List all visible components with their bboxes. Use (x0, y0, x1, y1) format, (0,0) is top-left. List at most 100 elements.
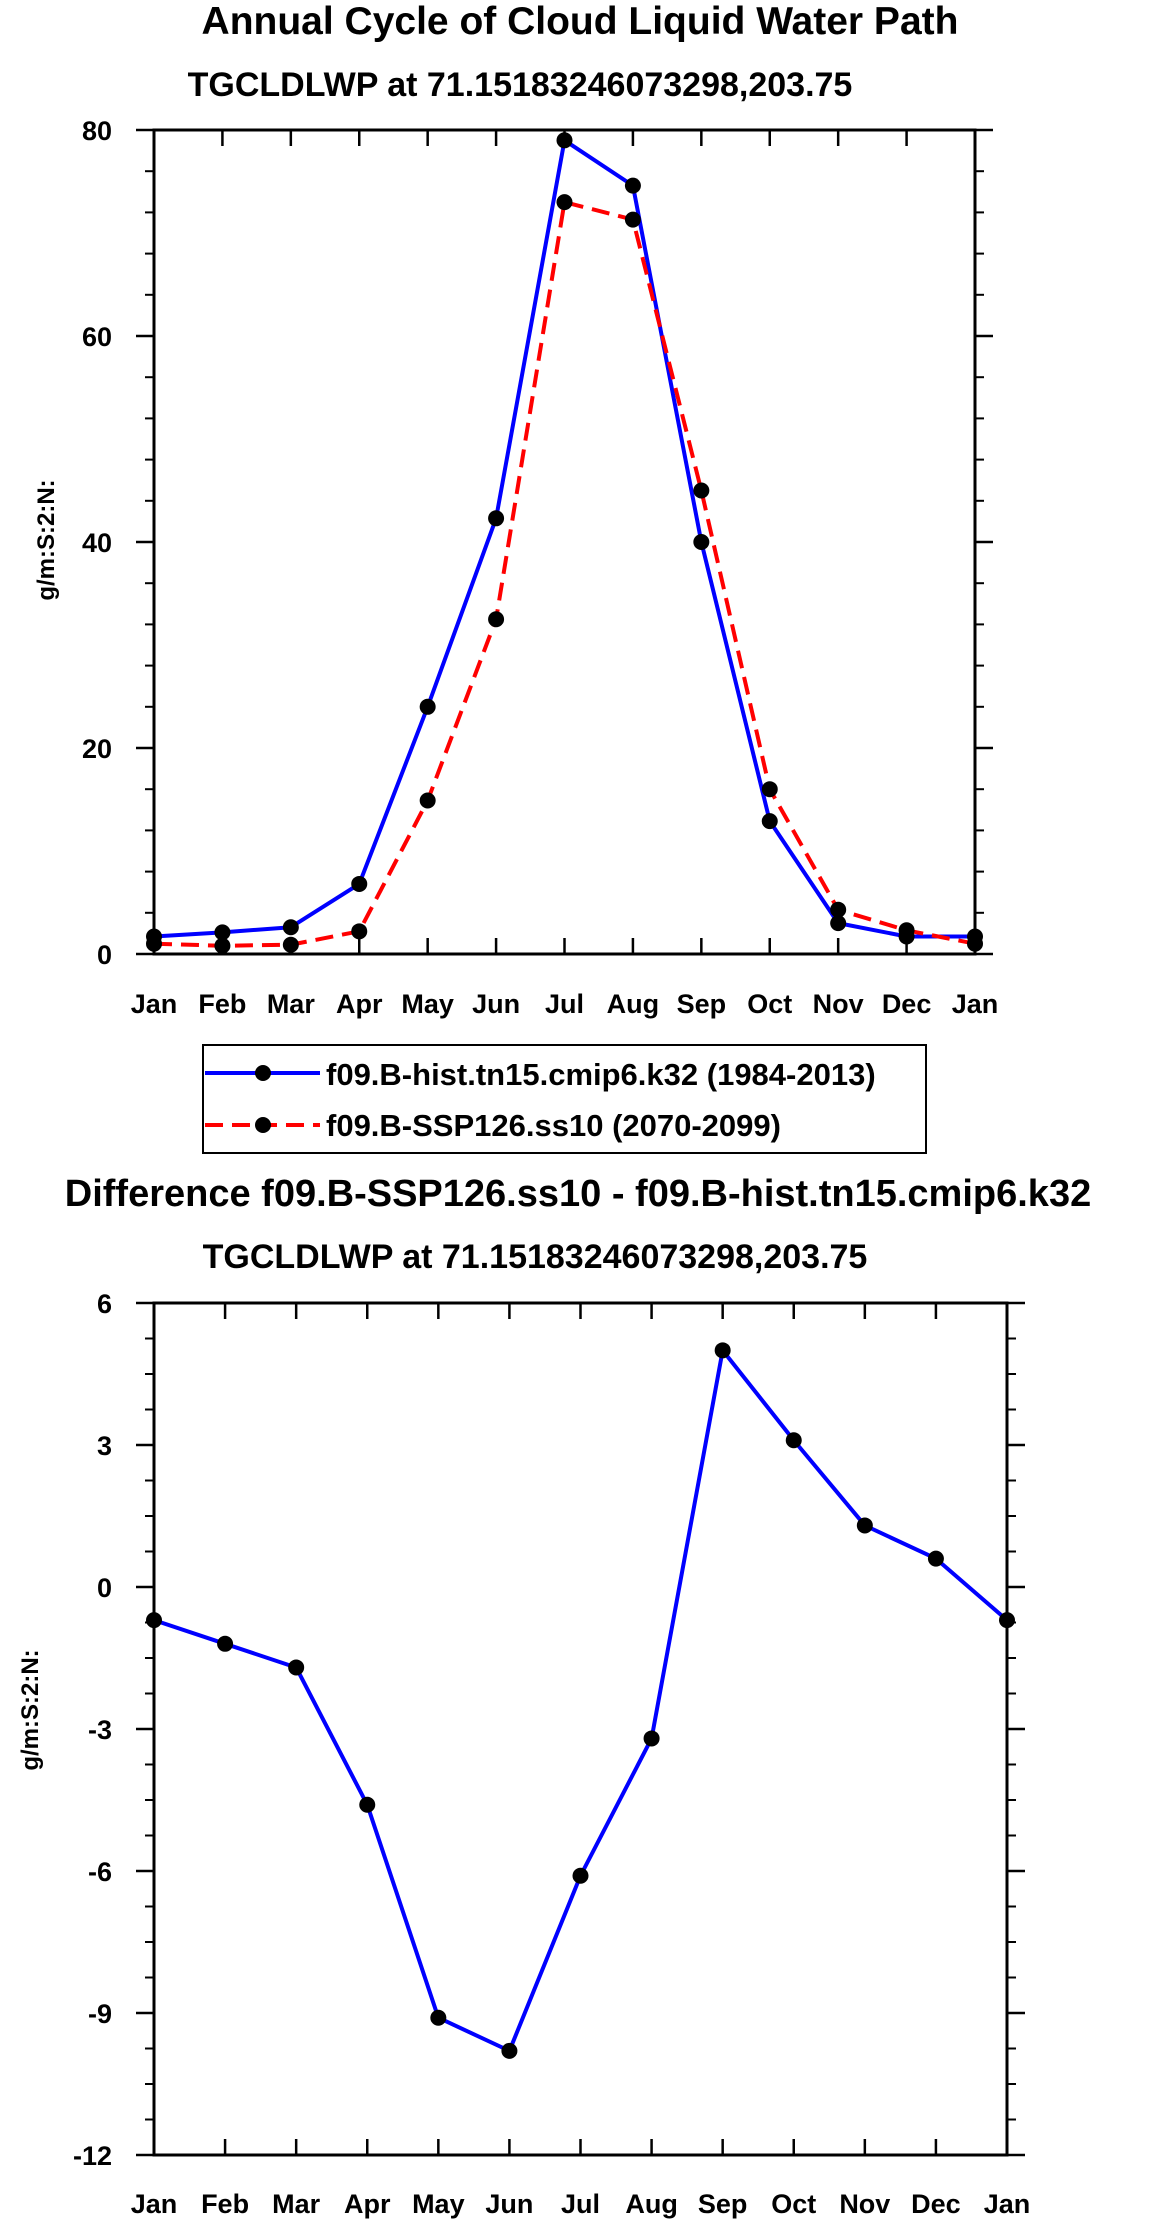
x-tick-label: May (412, 2189, 465, 2219)
data-point (830, 901, 847, 918)
x-tick-label: Jan (952, 989, 999, 1019)
data-point (419, 792, 436, 809)
series-layer (146, 132, 983, 954)
x-tick-label: Jul (545, 989, 584, 1019)
tick-labels: Jan Feb Mar Apr May Jun Jul Aug Sep Oct Nov Dec Jan-… (73, 1289, 1030, 2219)
y-tick-label: -6 (88, 1857, 112, 1887)
axis-ticks (136, 1301, 1025, 2157)
plot-area (152, 1301, 1009, 2157)
x-tick-label: Jan (131, 2189, 178, 2219)
y-tick-label: 20 (82, 734, 112, 764)
y-tick-label: 0 (97, 940, 112, 970)
x-tick-label: Jul (561, 2189, 600, 2219)
y-tick-label: -12 (73, 2141, 112, 2171)
data-point (351, 875, 368, 892)
data-point (217, 1635, 234, 1652)
y-tick-label: 80 (82, 116, 112, 146)
series-line-0 (153, 1348, 1009, 2053)
y-tick-label: -3 (88, 1715, 112, 1745)
data-point (898, 922, 915, 939)
x-tick-label: Jan (131, 989, 178, 1019)
data-point (830, 915, 847, 932)
data-point (488, 510, 505, 527)
data-point (282, 936, 299, 953)
data-point (624, 211, 641, 228)
x-tick-label: Mar (272, 2189, 321, 2219)
x-tick-label: Dec (911, 2189, 961, 2219)
x-tick-label: Feb (201, 2189, 249, 2219)
data-point (146, 935, 162, 952)
axis-ticks (136, 128, 993, 956)
plot-frame (152, 1301, 1009, 2157)
x-tick-label: Sep (698, 2189, 748, 2219)
x-tick-label: Apr (344, 2189, 391, 2219)
series-layer (146, 1342, 1015, 2059)
data-point (761, 813, 778, 830)
y-tick-label: 60 (82, 322, 112, 352)
x-tick-label: Oct (747, 989, 792, 1019)
data-point (572, 1867, 589, 1884)
data-point (624, 177, 641, 194)
data-point (214, 937, 231, 954)
data-point (693, 534, 710, 550)
legend-label-hist: f09.B-hist.tn15.cmip6.k32 (1984-2013) (326, 1057, 876, 1092)
data-point (761, 781, 778, 798)
data-point (488, 611, 505, 628)
data-point (430, 2009, 447, 2026)
x-tick-label: Jan (984, 2189, 1031, 2219)
series-line-1 (153, 200, 976, 948)
legend-marker-ssp (255, 1117, 271, 1133)
x-tick-label: Feb (198, 989, 246, 1019)
y-tick-label: 3 (97, 1431, 112, 1461)
y-tick-label: 6 (97, 1289, 112, 1319)
x-tick-label: Nov (813, 989, 864, 1019)
data-point (856, 1517, 873, 1534)
data-point (556, 132, 573, 149)
data-point (693, 482, 710, 499)
y-tick-label: -9 (88, 1999, 112, 2029)
chart-subtitle: TGCLDLWP at 71.15183246073298,203.75 (188, 66, 853, 104)
series-line-0 (153, 138, 975, 939)
y-axis-label: g/m:S:2:N: (33, 479, 60, 600)
x-tick-label: Jun (472, 989, 520, 1019)
y-tick-label: 0 (97, 1573, 112, 1603)
chart-title: Annual Cycle of Cloud Liquid Water Path (202, 0, 959, 43)
x-tick-label: Nov (839, 2189, 890, 2219)
x-tick-label: Jun (485, 2189, 533, 2219)
legend-label-ssp: f09.B-SSP126.ss10 (2070-2099) (326, 1108, 781, 1143)
data-point (419, 698, 436, 715)
x-tick-label: Oct (771, 2189, 816, 2219)
data-point (643, 1730, 660, 1747)
legend-marker-hist (255, 1065, 271, 1081)
x-tick-label: Sep (677, 989, 727, 1019)
x-tick-label: Aug (607, 989, 659, 1019)
plot-area (152, 128, 977, 956)
chart-subtitle: TGCLDLWP at 71.15183246073298,203.75 (203, 1238, 868, 1276)
data-point (288, 1659, 305, 1676)
chart-title: Difference f09.B-SSP126.ss10 - f09.B-his… (65, 1173, 1091, 1215)
data-point (146, 1612, 162, 1629)
data-point (351, 923, 368, 940)
y-axis-label: g/m:S:2:N: (17, 1649, 44, 1770)
difference-panel: Difference f09.B-SSP126.ss10 - f09.B-his… (17, 1173, 1091, 2219)
data-point (714, 1342, 731, 1359)
data-point (501, 2042, 518, 2059)
x-tick-label: Mar (267, 989, 316, 1019)
data-point (967, 935, 983, 952)
data-point (556, 194, 573, 211)
plot-frame (152, 128, 977, 956)
y-tick-label: 40 (82, 528, 112, 558)
x-tick-label: Dec (882, 989, 932, 1019)
legend: f09.B-hist.tn15.cmip6.k32 (1984-2013) f0… (202, 1044, 927, 1154)
x-tick-label: Aug (625, 2189, 677, 2219)
data-point (359, 1796, 376, 1813)
x-tick-label: May (401, 989, 454, 1019)
data-point (999, 1612, 1015, 1629)
data-point (927, 1550, 944, 1567)
x-tick-label: Apr (336, 989, 383, 1019)
annual-cycle-panel: Annual Cycle of Cloud Liquid Water Path … (33, 0, 998, 1154)
data-point (282, 919, 299, 936)
data-point (214, 924, 231, 941)
tick-labels: Jan Feb Mar Apr May Jun Jul Aug Sep Oct Nov Dec Jan 0… (82, 116, 998, 1019)
